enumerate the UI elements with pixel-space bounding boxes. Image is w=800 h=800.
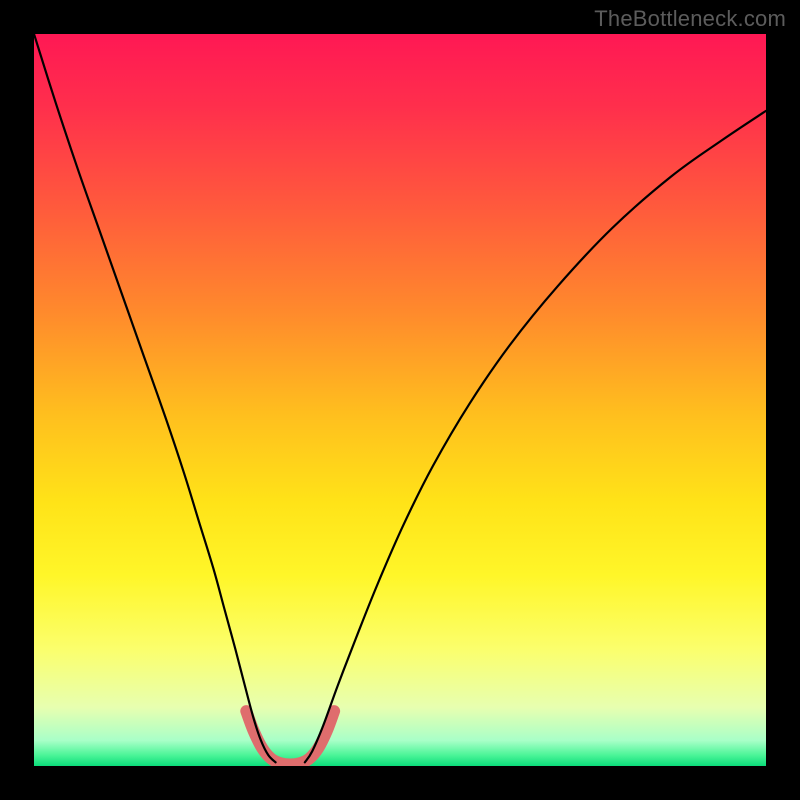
watermark-text: TheBottleneck.com — [594, 6, 786, 32]
figure-frame: TheBottleneck.com — [0, 0, 800, 800]
plot-area — [34, 34, 766, 766]
gradient-background — [34, 34, 766, 766]
chart-svg — [34, 34, 766, 766]
